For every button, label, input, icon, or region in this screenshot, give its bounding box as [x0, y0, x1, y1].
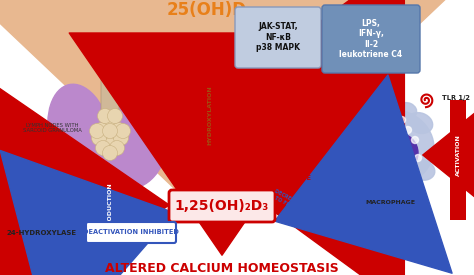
Text: INTENSIFICATION: INTENSIFICATION: [242, 134, 308, 140]
Text: ALTERED CALCIUM HOMEOSTASIS: ALTERED CALCIUM HOMEOSTASIS: [105, 262, 339, 274]
Circle shape: [366, 169, 374, 177]
Circle shape: [382, 136, 389, 144]
Ellipse shape: [341, 143, 363, 169]
Circle shape: [409, 166, 416, 174]
Text: 1,25(OH)₂D₃: 1,25(OH)₂D₃: [175, 199, 269, 213]
Bar: [199, 17, 221, 205]
Text: TLR 1/2: TLR 1/2: [442, 95, 470, 101]
Text: INCERASE LEVEL OF
α -1-HYDROXYLASE: INCERASE LEVEL OF α -1-HYDROXYLASE: [238, 169, 312, 182]
Text: ACTIVATION OF
α -1-HYDROXYLASE: ACTIVATION OF α -1-HYDROXYLASE: [239, 86, 311, 98]
Circle shape: [102, 116, 118, 131]
Text: DEACTIVATION INHIBITED: DEACTIVATION INHIBITED: [83, 229, 179, 235]
Circle shape: [404, 126, 411, 133]
Text: DECREASED SUSCEPTIBILITY
TO FEEDBACK INHIBITION: DECREASED SUSCEPTIBILITY TO FEEDBACK INH…: [271, 189, 345, 235]
Ellipse shape: [399, 103, 417, 117]
Circle shape: [414, 155, 421, 161]
FancyBboxPatch shape: [101, 68, 119, 114]
Text: JAK-STAT,
NF-κB
p38 MAPK: JAK-STAT, NF-κB p38 MAPK: [256, 22, 300, 52]
Bar: [101, 191, 119, 221]
Ellipse shape: [108, 84, 172, 188]
Bar: [329, 67, 347, 190]
Circle shape: [98, 109, 112, 123]
FancyBboxPatch shape: [322, 5, 420, 73]
FancyBboxPatch shape: [235, 7, 321, 68]
Circle shape: [91, 131, 107, 145]
Circle shape: [411, 136, 419, 144]
Text: PRODUCTION: PRODUCTION: [108, 183, 112, 229]
Circle shape: [99, 131, 113, 145]
Circle shape: [399, 117, 405, 123]
Ellipse shape: [407, 112, 433, 133]
Circle shape: [102, 145, 118, 161]
Circle shape: [90, 123, 104, 139]
Text: 25(OH)D₃: 25(OH)D₃: [166, 1, 254, 19]
Circle shape: [368, 120, 375, 128]
FancyBboxPatch shape: [169, 190, 275, 222]
Bar: [450, 100, 466, 220]
Ellipse shape: [378, 101, 402, 119]
Ellipse shape: [409, 160, 435, 180]
Text: HYDROXYLATION: HYDROXYLATION: [208, 85, 212, 145]
Ellipse shape: [344, 109, 372, 131]
Text: ACTIVATION: ACTIVATION: [456, 134, 461, 176]
Ellipse shape: [359, 171, 385, 189]
Text: LPS,
IFN-γ,
II-2
leukotriene C4: LPS, IFN-γ, II-2 leukotriene C4: [339, 19, 402, 59]
Circle shape: [392, 160, 399, 166]
Circle shape: [376, 163, 383, 169]
Circle shape: [358, 155, 365, 161]
Ellipse shape: [48, 84, 112, 188]
Text: MACROPHAGE: MACROPHAGE: [365, 200, 415, 205]
Circle shape: [109, 141, 125, 155]
Circle shape: [116, 123, 130, 139]
Text: LYMPH NODES WITH
SARCOID GRANULOMA: LYMPH NODES WITH SARCOID GRANULOMA: [23, 123, 82, 133]
Circle shape: [95, 141, 110, 155]
Circle shape: [113, 131, 128, 145]
Circle shape: [93, 122, 109, 138]
Circle shape: [108, 109, 122, 123]
Circle shape: [378, 133, 418, 173]
FancyBboxPatch shape: [86, 222, 176, 243]
Circle shape: [107, 131, 121, 145]
Text: 24-HYDROXYLASE: 24-HYDROXYLASE: [7, 230, 77, 236]
Circle shape: [102, 138, 118, 153]
Circle shape: [358, 133, 365, 139]
Ellipse shape: [346, 109, 434, 187]
Circle shape: [102, 123, 118, 139]
Circle shape: [111, 122, 127, 138]
